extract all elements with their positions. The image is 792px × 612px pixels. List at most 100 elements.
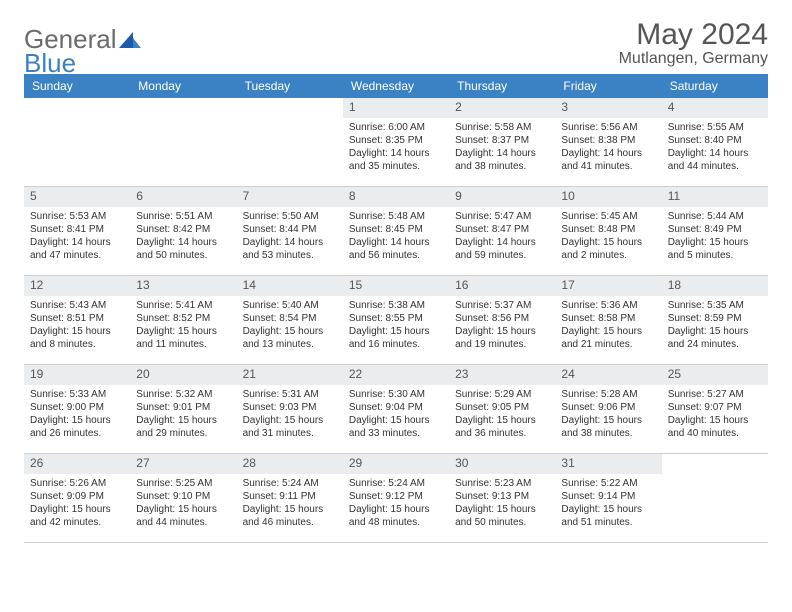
day-number: 22 (343, 365, 449, 385)
sunrise-text: Sunrise: 5:26 AM (30, 477, 124, 490)
daylight-text: Daylight: 14 hours and 38 minutes. (455, 147, 549, 173)
day-number: 10 (555, 187, 661, 207)
cell-body: Sunrise: 5:36 AMSunset: 8:58 PMDaylight:… (555, 296, 661, 357)
day-number: 29 (343, 454, 449, 474)
cell-body: Sunrise: 5:47 AMSunset: 8:47 PMDaylight:… (449, 207, 555, 268)
cell-body: Sunrise: 5:28 AMSunset: 9:06 PMDaylight:… (555, 385, 661, 446)
calendar-cell: 1Sunrise: 6:00 AMSunset: 8:35 PMDaylight… (343, 98, 449, 186)
daylight-text: Daylight: 15 hours and 40 minutes. (668, 414, 762, 440)
cell-body: Sunrise: 5:44 AMSunset: 8:49 PMDaylight:… (662, 207, 768, 268)
calendar-week: 26Sunrise: 5:26 AMSunset: 9:09 PMDayligh… (24, 454, 768, 543)
daylight-text: Daylight: 15 hours and 50 minutes. (455, 503, 549, 529)
day-number: 12 (24, 276, 130, 296)
title-month: May 2024 (619, 18, 768, 52)
day-header-cell: Friday (555, 74, 661, 98)
sunrise-text: Sunrise: 5:30 AM (349, 388, 443, 401)
sunset-text: Sunset: 8:41 PM (30, 223, 124, 236)
sunset-text: Sunset: 8:37 PM (455, 134, 549, 147)
calendar-cell: 27Sunrise: 5:25 AMSunset: 9:10 PMDayligh… (130, 454, 236, 542)
daylight-text: Daylight: 14 hours and 59 minutes. (455, 236, 549, 262)
day-header-cell: Thursday (449, 74, 555, 98)
sunset-text: Sunset: 8:47 PM (455, 223, 549, 236)
calendar-cell: 11Sunrise: 5:44 AMSunset: 8:49 PMDayligh… (662, 187, 768, 275)
sunrise-text: Sunrise: 5:33 AM (30, 388, 124, 401)
day-number: 9 (449, 187, 555, 207)
sunset-text: Sunset: 8:56 PM (455, 312, 549, 325)
cell-body: Sunrise: 5:24 AMSunset: 9:12 PMDaylight:… (343, 474, 449, 535)
day-number: 5 (24, 187, 130, 207)
daylight-text: Daylight: 15 hours and 31 minutes. (243, 414, 337, 440)
sunrise-text: Sunrise: 5:53 AM (30, 210, 124, 223)
sunset-text: Sunset: 8:44 PM (243, 223, 337, 236)
day-number: 1 (343, 98, 449, 118)
calendar-cell: 29Sunrise: 5:24 AMSunset: 9:12 PMDayligh… (343, 454, 449, 542)
daylight-text: Daylight: 15 hours and 2 minutes. (561, 236, 655, 262)
daylight-text: Daylight: 14 hours and 56 minutes. (349, 236, 443, 262)
day-number: 2 (449, 98, 555, 118)
sunset-text: Sunset: 9:10 PM (136, 490, 230, 503)
calendar-week: 12Sunrise: 5:43 AMSunset: 8:51 PMDayligh… (24, 276, 768, 365)
calendar-week: 1Sunrise: 6:00 AMSunset: 8:35 PMDaylight… (24, 98, 768, 187)
day-header-row: SundayMondayTuesdayWednesdayThursdayFrid… (24, 74, 768, 98)
sunset-text: Sunset: 8:38 PM (561, 134, 655, 147)
calendar-cell: 14Sunrise: 5:40 AMSunset: 8:54 PMDayligh… (237, 276, 343, 364)
calendar-cell: 23Sunrise: 5:29 AMSunset: 9:05 PMDayligh… (449, 365, 555, 453)
daylight-text: Daylight: 14 hours and 50 minutes. (136, 236, 230, 262)
calendar-cell: 6Sunrise: 5:51 AMSunset: 8:42 PMDaylight… (130, 187, 236, 275)
daylight-text: Daylight: 14 hours and 47 minutes. (30, 236, 124, 262)
daylight-text: Daylight: 15 hours and 5 minutes. (668, 236, 762, 262)
calendar-cell: 4Sunrise: 5:55 AMSunset: 8:40 PMDaylight… (662, 98, 768, 186)
cell-body: Sunrise: 5:40 AMSunset: 8:54 PMDaylight:… (237, 296, 343, 357)
sunset-text: Sunset: 8:48 PM (561, 223, 655, 236)
cell-body: Sunrise: 5:24 AMSunset: 9:11 PMDaylight:… (237, 474, 343, 535)
sunset-text: Sunset: 9:13 PM (455, 490, 549, 503)
calendar-cell (237, 98, 343, 186)
calendar-page: General May 2024 Mutlangen, Germany Blue… (0, 0, 792, 561)
cell-body: Sunrise: 5:50 AMSunset: 8:44 PMDaylight:… (237, 207, 343, 268)
sunrise-text: Sunrise: 5:50 AM (243, 210, 337, 223)
cell-body: Sunrise: 5:37 AMSunset: 8:56 PMDaylight:… (449, 296, 555, 357)
sunrise-text: Sunrise: 5:29 AM (455, 388, 549, 401)
sunrise-text: Sunrise: 5:31 AM (243, 388, 337, 401)
calendar-cell: 26Sunrise: 5:26 AMSunset: 9:09 PMDayligh… (24, 454, 130, 542)
daylight-text: Daylight: 15 hours and 46 minutes. (243, 503, 337, 529)
day-header-cell: Tuesday (237, 74, 343, 98)
sunrise-text: Sunrise: 5:23 AM (455, 477, 549, 490)
sunrise-text: Sunrise: 5:45 AM (561, 210, 655, 223)
calendar-cell: 8Sunrise: 5:48 AMSunset: 8:45 PMDaylight… (343, 187, 449, 275)
sunrise-text: Sunrise: 5:56 AM (561, 121, 655, 134)
sunrise-text: Sunrise: 5:44 AM (668, 210, 762, 223)
cell-body: Sunrise: 5:22 AMSunset: 9:14 PMDaylight:… (555, 474, 661, 535)
day-number: 28 (237, 454, 343, 474)
title-location: Mutlangen, Germany (619, 50, 768, 68)
sunrise-text: Sunrise: 5:40 AM (243, 299, 337, 312)
cell-body: Sunrise: 5:35 AMSunset: 8:59 PMDaylight:… (662, 296, 768, 357)
daylight-text: Daylight: 15 hours and 44 minutes. (136, 503, 230, 529)
sunset-text: Sunset: 8:58 PM (561, 312, 655, 325)
cell-body: Sunrise: 5:43 AMSunset: 8:51 PMDaylight:… (24, 296, 130, 357)
calendar-cell: 24Sunrise: 5:28 AMSunset: 9:06 PMDayligh… (555, 365, 661, 453)
sunset-text: Sunset: 9:11 PM (243, 490, 337, 503)
day-number: 27 (130, 454, 236, 474)
cell-body: Sunrise: 5:53 AMSunset: 8:41 PMDaylight:… (24, 207, 130, 268)
calendar-cell: 21Sunrise: 5:31 AMSunset: 9:03 PMDayligh… (237, 365, 343, 453)
daylight-text: Daylight: 15 hours and 51 minutes. (561, 503, 655, 529)
calendar-cell: 17Sunrise: 5:36 AMSunset: 8:58 PMDayligh… (555, 276, 661, 364)
sunrise-text: Sunrise: 5:36 AM (561, 299, 655, 312)
cell-body: Sunrise: 5:29 AMSunset: 9:05 PMDaylight:… (449, 385, 555, 446)
cell-body: Sunrise: 5:27 AMSunset: 9:07 PMDaylight:… (662, 385, 768, 446)
sunrise-text: Sunrise: 5:35 AM (668, 299, 762, 312)
day-number: 21 (237, 365, 343, 385)
cell-body: Sunrise: 5:26 AMSunset: 9:09 PMDaylight:… (24, 474, 130, 535)
sunset-text: Sunset: 8:45 PM (349, 223, 443, 236)
cell-body: Sunrise: 5:25 AMSunset: 9:10 PMDaylight:… (130, 474, 236, 535)
daylight-text: Daylight: 15 hours and 29 minutes. (136, 414, 230, 440)
calendar-weeks: 1Sunrise: 6:00 AMSunset: 8:35 PMDaylight… (24, 98, 768, 543)
daylight-text: Daylight: 15 hours and 19 minutes. (455, 325, 549, 351)
cell-body: Sunrise: 5:41 AMSunset: 8:52 PMDaylight:… (130, 296, 236, 357)
sunrise-text: Sunrise: 5:55 AM (668, 121, 762, 134)
sunset-text: Sunset: 8:49 PM (668, 223, 762, 236)
cell-body: Sunrise: 5:55 AMSunset: 8:40 PMDaylight:… (662, 118, 768, 179)
day-number: 24 (555, 365, 661, 385)
calendar-cell: 12Sunrise: 5:43 AMSunset: 8:51 PMDayligh… (24, 276, 130, 364)
